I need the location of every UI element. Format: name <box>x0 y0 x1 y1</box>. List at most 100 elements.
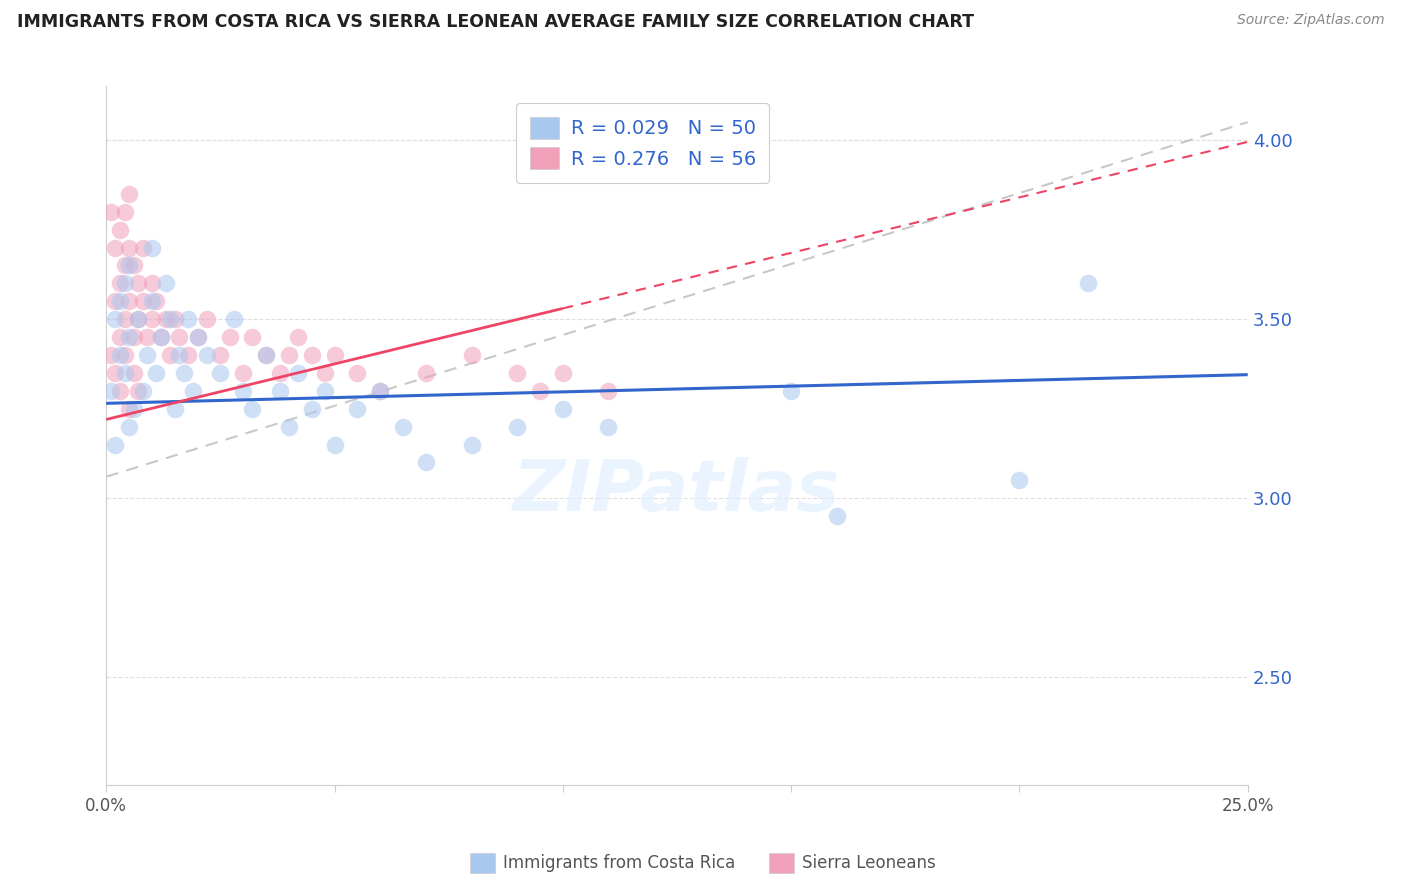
Point <box>195 312 218 326</box>
Point <box>114 259 136 273</box>
Point <box>141 312 163 326</box>
Point <box>122 259 145 273</box>
Point <box>108 384 131 398</box>
Point <box>118 259 141 273</box>
Point <box>118 401 141 416</box>
Point <box>323 348 346 362</box>
Point <box>323 437 346 451</box>
Point <box>100 384 122 398</box>
Point <box>108 294 131 309</box>
Point <box>209 348 232 362</box>
Point <box>122 366 145 380</box>
Point <box>1077 277 1099 291</box>
Point <box>118 240 141 254</box>
Point <box>277 348 299 362</box>
Point <box>104 294 127 309</box>
Point <box>529 384 551 398</box>
Point <box>136 330 159 344</box>
Point <box>269 384 291 398</box>
Point <box>415 366 437 380</box>
Point <box>1008 473 1031 487</box>
Point <box>392 419 415 434</box>
Point <box>118 186 141 201</box>
Point <box>825 509 848 524</box>
Point <box>551 366 574 380</box>
Point <box>314 366 336 380</box>
Point <box>127 277 149 291</box>
Text: Source: ZipAtlas.com: Source: ZipAtlas.com <box>1237 13 1385 28</box>
Point <box>218 330 240 344</box>
Legend: R = 0.029   N = 50, R = 0.276   N = 56: R = 0.029 N = 50, R = 0.276 N = 56 <box>516 103 769 183</box>
Text: IMMIGRANTS FROM COSTA RICA VS SIERRA LEONEAN AVERAGE FAMILY SIZE CORRELATION CHA: IMMIGRANTS FROM COSTA RICA VS SIERRA LEO… <box>17 13 974 31</box>
Point <box>127 312 149 326</box>
Point <box>598 384 620 398</box>
Point <box>169 348 191 362</box>
Point <box>254 348 277 362</box>
Point <box>159 312 181 326</box>
Point <box>118 294 141 309</box>
Point <box>232 366 254 380</box>
Legend: Immigrants from Costa Rica, Sierra Leoneans: Immigrants from Costa Rica, Sierra Leone… <box>464 847 942 880</box>
Point <box>141 277 163 291</box>
Point <box>240 401 263 416</box>
Point <box>108 277 131 291</box>
Point <box>114 366 136 380</box>
Point <box>222 312 245 326</box>
Point <box>141 240 163 254</box>
Point <box>100 348 122 362</box>
Point <box>114 277 136 291</box>
Point <box>287 366 309 380</box>
Point <box>187 330 209 344</box>
Point <box>108 330 131 344</box>
Text: ZIPatlas: ZIPatlas <box>513 457 841 526</box>
Point <box>118 330 141 344</box>
Point <box>122 330 145 344</box>
Point <box>460 348 482 362</box>
Point <box>314 384 336 398</box>
Point <box>127 384 149 398</box>
Point <box>104 437 127 451</box>
Point <box>114 348 136 362</box>
Point <box>177 312 200 326</box>
Point <box>181 384 204 398</box>
Point <box>155 312 177 326</box>
Point <box>301 348 323 362</box>
Point <box>368 384 391 398</box>
Point <box>114 204 136 219</box>
Point <box>159 348 181 362</box>
Point <box>195 348 218 362</box>
Point <box>460 437 482 451</box>
Point <box>108 348 131 362</box>
Point <box>100 204 122 219</box>
Point <box>108 222 131 236</box>
Point <box>118 419 141 434</box>
Point <box>163 401 186 416</box>
Point <box>368 384 391 398</box>
Point <box>155 277 177 291</box>
Point <box>240 330 263 344</box>
Point <box>104 240 127 254</box>
Point <box>780 384 803 398</box>
Point <box>122 401 145 416</box>
Point <box>145 366 167 380</box>
Point <box>136 348 159 362</box>
Point <box>269 366 291 380</box>
Point <box>132 294 155 309</box>
Point <box>104 312 127 326</box>
Point <box>277 419 299 434</box>
Point <box>173 366 195 380</box>
Point <box>346 401 368 416</box>
Point <box>132 240 155 254</box>
Point <box>346 366 368 380</box>
Point <box>114 312 136 326</box>
Point <box>127 312 149 326</box>
Point <box>232 384 254 398</box>
Point <box>551 401 574 416</box>
Point <box>145 294 167 309</box>
Point <box>104 366 127 380</box>
Point <box>506 419 529 434</box>
Point <box>150 330 173 344</box>
Point <box>254 348 277 362</box>
Point <box>287 330 309 344</box>
Point <box>141 294 163 309</box>
